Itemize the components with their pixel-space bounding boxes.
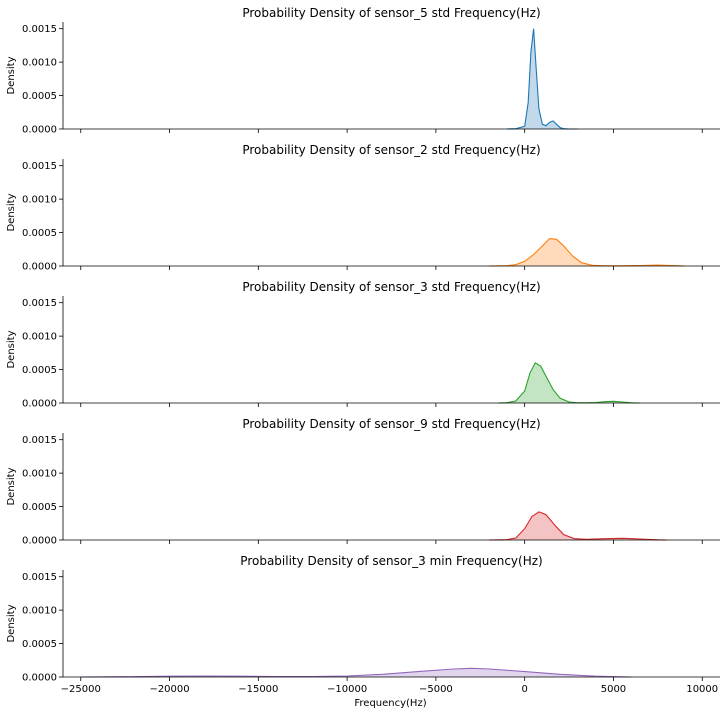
panel-4: Probability Density of sensor_9 std Freq… [6, 417, 720, 547]
y-tick-label: 0.0005 [22, 91, 57, 102]
y-tick-label: 0.0005 [22, 502, 57, 513]
density-area [489, 238, 685, 266]
y-axis-label: Density [6, 193, 17, 231]
x-tick-label: −25000 [61, 684, 101, 695]
x-axis-label: Frequency(Hz) [354, 698, 426, 709]
density-line [489, 511, 667, 541]
density-line [497, 362, 641, 404]
panel-title: Probability Density of sensor_3 min Freq… [240, 554, 542, 568]
y-axis-label: Density [6, 330, 17, 368]
y-tick-label: 0.0015 [22, 572, 57, 583]
density-line [80, 667, 632, 678]
panel-title: Probability Density of sensor_9 std Freq… [242, 417, 540, 431]
density-line [506, 28, 578, 130]
panel-3: Probability Density of sensor_3 std Freq… [6, 280, 720, 410]
x-tick-label: 5000 [601, 684, 626, 695]
x-tick-label: −10000 [327, 684, 367, 695]
y-tick-label: 0.0015 [22, 161, 57, 172]
panel-title: Probability Density of sensor_2 std Freq… [242, 143, 540, 157]
panel-1: Probability Density of sensor_5 std Freq… [6, 6, 720, 136]
x-tick-label: 0 [521, 684, 527, 695]
y-tick-label: 0.0010 [22, 332, 57, 343]
density-area [489, 511, 667, 540]
y-tick-label: 0.0015 [22, 24, 57, 35]
density-area [80, 668, 632, 677]
y-tick-label: 0.0010 [22, 195, 57, 206]
x-tick-label: −15000 [238, 684, 278, 695]
y-axis-label: Density [6, 604, 17, 642]
panel-title: Probability Density of sensor_3 std Freq… [242, 280, 540, 294]
y-tick-label: 0.0015 [22, 298, 57, 309]
y-tick-label: 0.0005 [22, 639, 57, 650]
density-area [506, 28, 578, 130]
y-tick-label: 0.0000 [22, 536, 57, 547]
panel-2: Probability Density of sensor_2 std Freq… [6, 143, 720, 273]
panel-title: Probability Density of sensor_5 std Freq… [242, 6, 540, 20]
y-tick-label: 0.0000 [22, 262, 57, 273]
panel-5: Probability Density of sensor_3 min Freq… [6, 554, 720, 709]
density-line [489, 238, 685, 267]
density-area [498, 362, 641, 403]
y-axis-label: Density [6, 467, 17, 505]
x-tick-label: −20000 [149, 684, 189, 695]
y-axis-label: Density [6, 56, 17, 94]
y-tick-label: 0.0000 [22, 673, 57, 684]
x-tick-label: −5000 [419, 684, 453, 695]
x-tick-label: 10000 [686, 684, 718, 695]
y-tick-label: 0.0010 [22, 469, 57, 480]
y-tick-label: 0.0010 [22, 58, 57, 69]
y-tick-label: 0.0015 [22, 435, 57, 446]
y-tick-label: 0.0010 [22, 606, 57, 617]
y-tick-label: 0.0000 [22, 125, 57, 136]
y-tick-label: 0.0000 [22, 399, 57, 410]
y-tick-label: 0.0005 [22, 228, 57, 239]
y-tick-label: 0.0005 [22, 365, 57, 376]
